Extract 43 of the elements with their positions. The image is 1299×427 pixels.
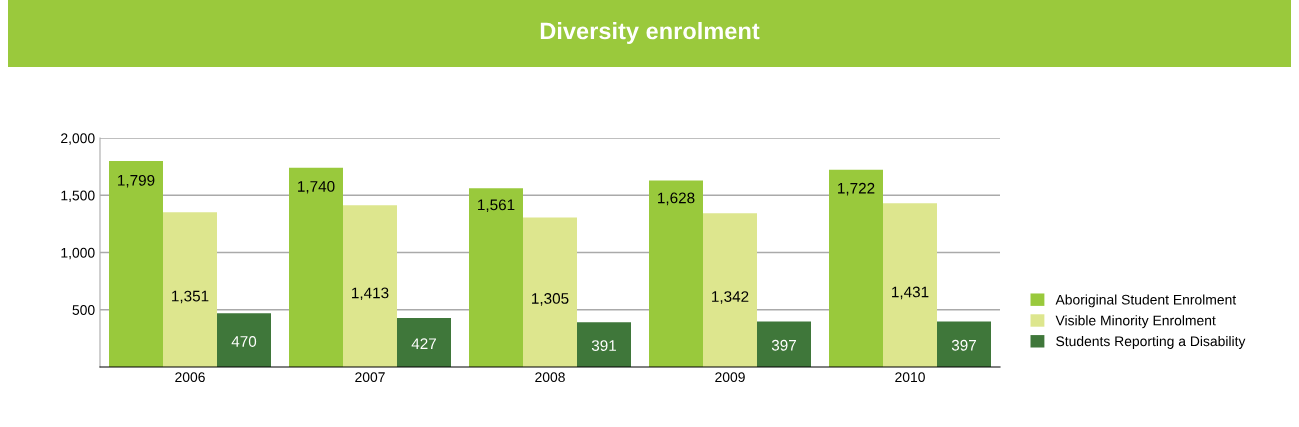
data-label: 1,722 <box>838 182 875 196</box>
legend-label: Visible Minority Enrolment <box>1055 315 1216 329</box>
bar <box>703 213 757 367</box>
bar <box>649 180 703 367</box>
data-label: 397 <box>771 339 796 351</box>
bar <box>883 203 937 367</box>
bar <box>469 188 523 367</box>
data-label: 1,799 <box>118 174 155 188</box>
data-label: 391 <box>591 340 616 351</box>
y-tick-label: 1,500 <box>61 190 95 203</box>
bar <box>829 169 883 367</box>
data-label: 1,305 <box>532 293 569 306</box>
x-tick-label: 2008 <box>535 372 565 383</box>
bar <box>577 322 631 367</box>
data-label: 1,351 <box>172 290 209 304</box>
bar <box>109 161 163 367</box>
data-label: 1,561 <box>478 199 515 213</box>
data-label: 1,628 <box>658 192 695 206</box>
bar <box>937 321 991 367</box>
data-label: 1,431 <box>892 286 929 300</box>
data-label: 1,342 <box>712 291 749 304</box>
legend-label: Aboriginal Student Enrolment <box>1055 294 1237 308</box>
chart-title: Diversity enrolment <box>540 22 760 44</box>
data-label: 397 <box>951 339 976 351</box>
y-tick-label: 500 <box>72 305 95 315</box>
x-tick-label: 2006 <box>175 372 205 383</box>
data-label: 1,740 <box>298 180 335 194</box>
data-label: 1,413 <box>352 287 389 301</box>
x-tick-label: 2007 <box>355 372 385 383</box>
y-tick-label: 1,000 <box>61 247 95 260</box>
bar <box>217 313 271 367</box>
x-tick-label: 2010 <box>895 372 925 383</box>
bar <box>289 167 343 367</box>
x-tick-label: 2009 <box>715 372 745 383</box>
bar <box>343 205 397 367</box>
bar <box>397 318 451 367</box>
data-label: 427 <box>411 338 436 349</box>
y-tick-label: 2,000 <box>61 133 95 145</box>
data-label: 470 <box>231 336 257 347</box>
legend-label: Students Reporting a Disability <box>1056 335 1246 349</box>
bar <box>163 212 217 367</box>
bar <box>523 217 577 367</box>
bar <box>757 321 811 367</box>
